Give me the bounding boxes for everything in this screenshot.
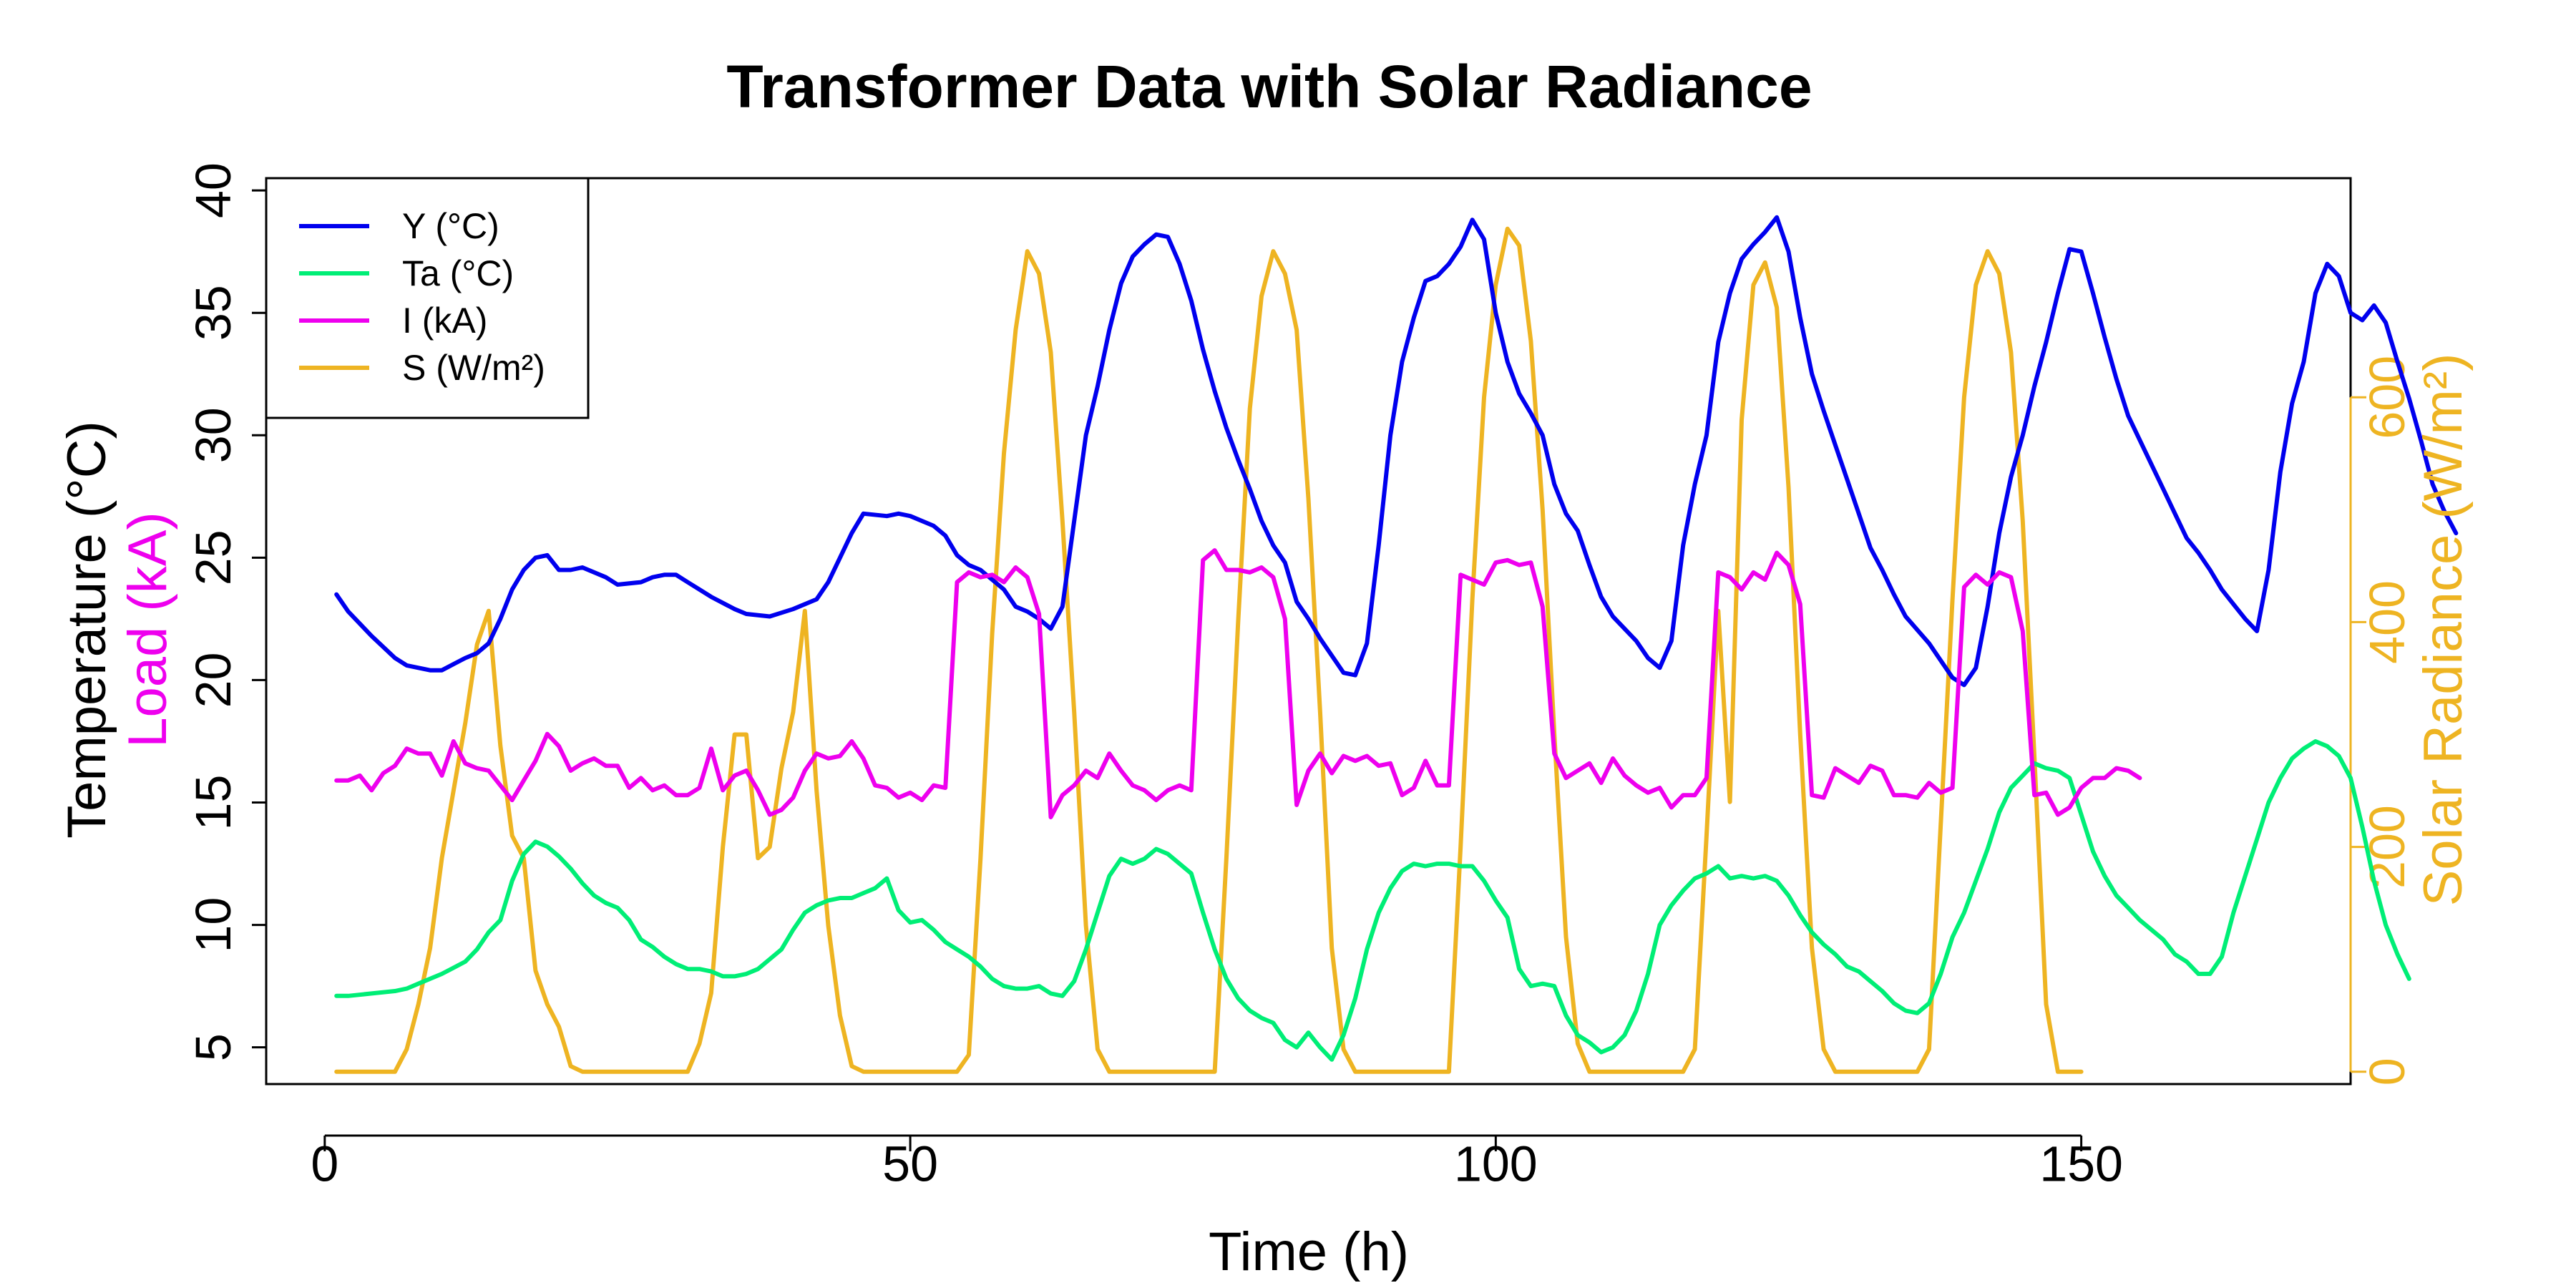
y-axis-left-label-primary: Temperature (°C) <box>57 421 117 839</box>
y-left-tick-label: 5 <box>185 1033 241 1061</box>
y-right-tick-label: 600 <box>2359 356 2415 439</box>
series-line-ta <box>334 739 2411 1062</box>
x-axis: 0 50 100 150 <box>311 1134 2123 1191</box>
y-left-tick-label: 25 <box>185 530 241 585</box>
y-left-tick-label: 15 <box>185 775 241 831</box>
legend-box <box>265 177 590 419</box>
y-left-tick-label: 30 <box>185 407 241 463</box>
x-axis-label: Time (h) <box>1209 1221 1409 1282</box>
series-line-s <box>334 226 2084 1074</box>
y-axis-left-label-secondary: Load (kA) <box>117 512 178 748</box>
y-left-tick-label: 35 <box>185 285 241 341</box>
legend-label-s: S (W/m²) <box>402 348 545 388</box>
x-tick-label: 0 <box>311 1136 338 1191</box>
series-line-y <box>334 215 2459 688</box>
y-axis-right-label: Solar Radiance (W/m²) <box>2413 353 2474 907</box>
y-left-tick-label: 10 <box>185 897 241 953</box>
chart-title: Transformer Data with Solar Radiance <box>726 53 1812 120</box>
y-left-tick-label: 40 <box>185 162 241 218</box>
x-tick-label: 150 <box>2039 1136 2123 1191</box>
y-left-tick-label: 20 <box>185 652 241 708</box>
y-axis-left: 5 10 15 20 25 30 35 40 <box>185 162 268 1061</box>
x-tick-label: 100 <box>1454 1136 1538 1191</box>
legend-label-ta: Ta (°C) <box>402 253 514 293</box>
legend-label-i: I (kA) <box>402 301 487 341</box>
legend-label-y: Y (°C) <box>402 206 499 246</box>
x-tick-label: 50 <box>882 1136 938 1191</box>
legend: Y (°C) Ta (°C) I (kA) S (W/m²) <box>265 177 590 419</box>
y-right-tick-label: 400 <box>2359 580 2415 664</box>
series-line-i <box>334 548 2142 819</box>
series-lines <box>334 215 2459 1074</box>
y-right-tick-label: 0 <box>2359 1058 2415 1085</box>
